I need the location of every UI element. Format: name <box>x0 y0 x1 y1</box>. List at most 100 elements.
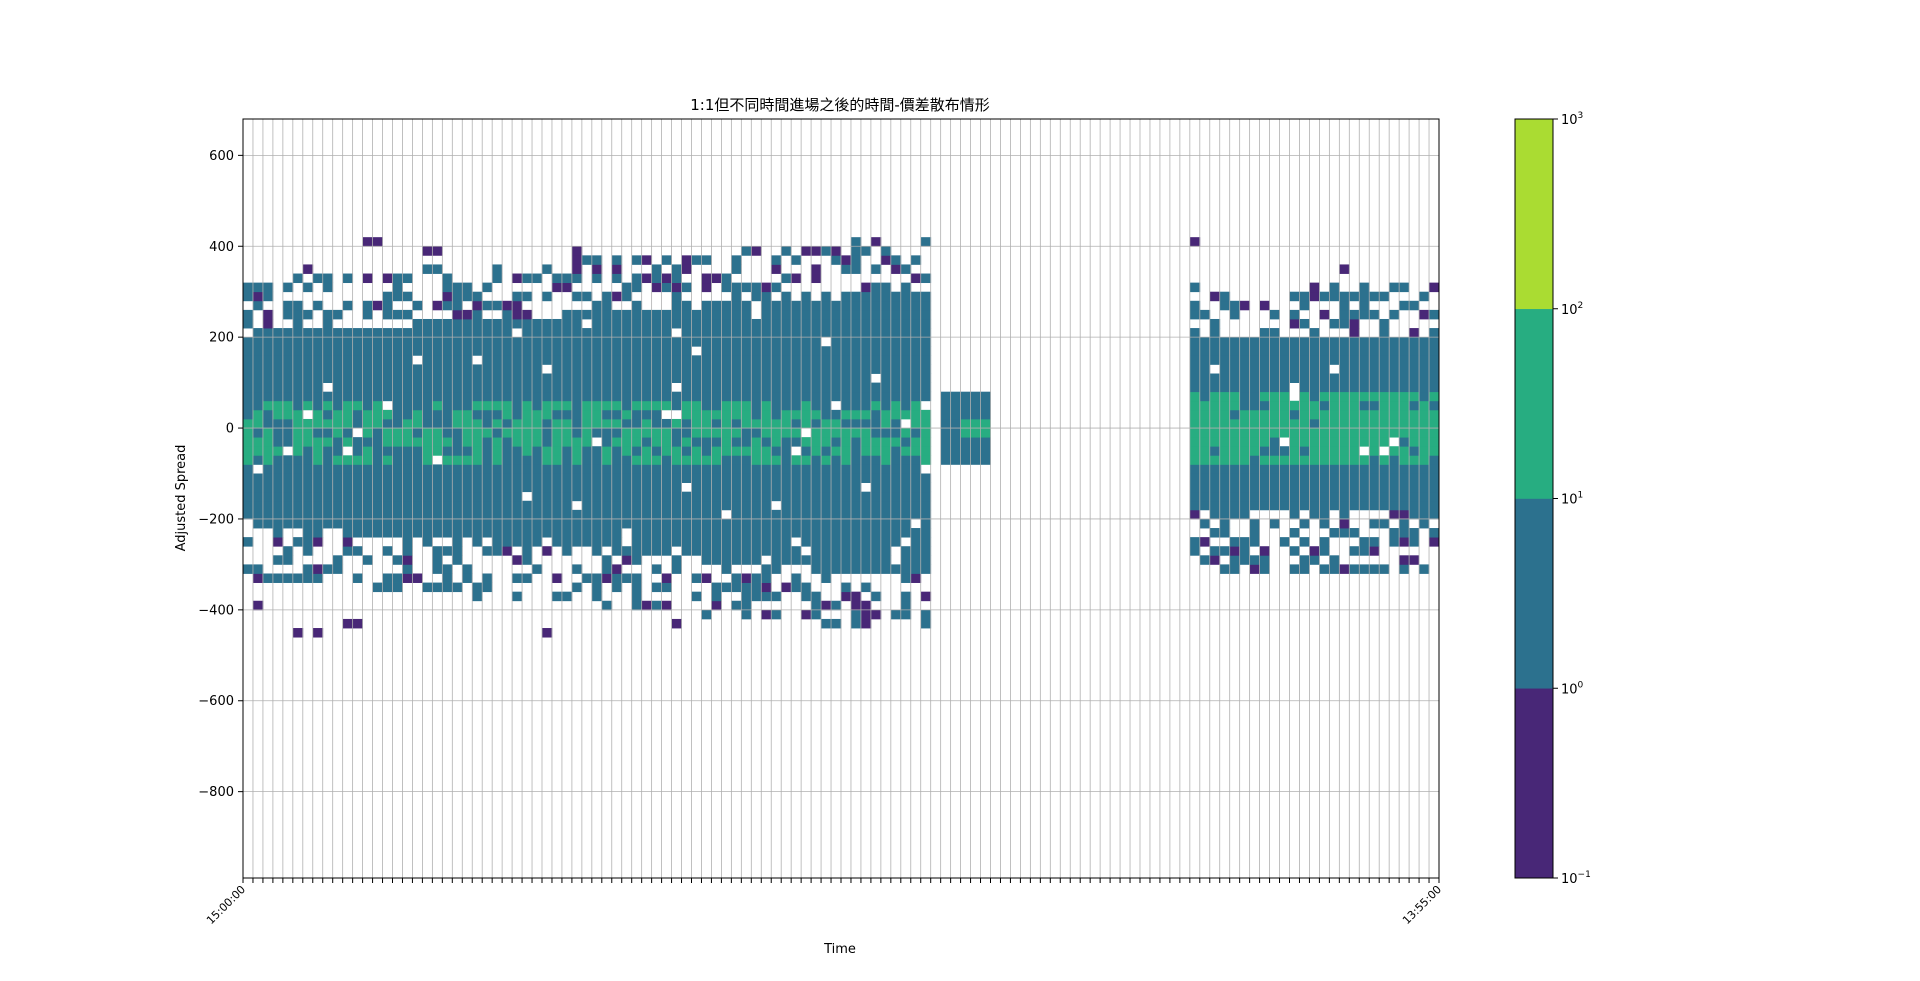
heatmap-cell <box>801 509 812 520</box>
heatmap-cell <box>522 573 533 583</box>
heatmap-cell <box>1219 564 1231 574</box>
heatmap-cell <box>1379 482 1390 493</box>
heatmap-cell <box>382 464 393 474</box>
heatmap-cell <box>880 418 892 429</box>
heatmap-cell <box>402 309 413 320</box>
heatmap-cell <box>1309 400 1320 411</box>
heatmap-cell <box>900 555 912 565</box>
heatmap-cell <box>561 437 573 447</box>
heatmap-cell <box>362 437 373 447</box>
heatmap-cell <box>1189 455 1201 465</box>
heatmap-cell <box>751 555 762 565</box>
heatmap-cell <box>422 328 433 338</box>
heatmap-cell <box>781 464 792 474</box>
heatmap-cell <box>721 537 732 547</box>
heatmap-cell <box>382 428 393 438</box>
heatmap-cell <box>292 318 304 329</box>
heatmap-cell <box>601 300 613 311</box>
heatmap-cell <box>581 473 593 483</box>
heatmap-cell <box>1319 428 1330 438</box>
heatmap-cell <box>821 555 832 565</box>
heatmap-cell <box>1409 500 1420 511</box>
heatmap-cell <box>801 500 812 511</box>
heatmap-cell <box>910 546 922 556</box>
heatmap-cell <box>422 382 433 393</box>
heatmap-cell <box>641 455 653 465</box>
heatmap-cell <box>651 446 662 456</box>
heatmap-cell <box>1409 355 1420 365</box>
heatmap-cell <box>821 618 832 629</box>
heatmap-cell <box>721 491 732 502</box>
heatmap-cell <box>252 455 264 465</box>
heatmap-cell <box>1199 437 1211 447</box>
heatmap-cell <box>392 273 403 284</box>
heatmap-cell <box>442 573 453 583</box>
heatmap-cell <box>402 491 413 502</box>
heatmap-cell <box>282 455 294 465</box>
heatmap-cell <box>462 309 473 320</box>
heatmap-cell <box>482 337 493 347</box>
heatmap-cell <box>611 409 623 420</box>
heatmap-cell <box>442 473 453 483</box>
heatmap-cell <box>1219 382 1231 393</box>
heatmap-cell <box>890 473 902 483</box>
heatmap-cell <box>621 437 633 447</box>
heatmap-cell <box>850 446 862 456</box>
heatmap-cell <box>920 446 932 456</box>
heatmap-cell <box>850 264 862 274</box>
heatmap-cell <box>591 346 603 356</box>
heatmap-cell <box>1399 500 1410 511</box>
heatmap-cell <box>831 455 842 465</box>
heatmap-cell <box>860 391 872 402</box>
heatmap-cell <box>621 355 633 365</box>
heatmap-cell <box>631 328 643 338</box>
heatmap-cell <box>811 328 822 338</box>
heatmap-cell <box>711 546 722 556</box>
heatmap-cell <box>1299 400 1310 411</box>
heatmap-cell <box>1189 491 1201 502</box>
heatmap-cell <box>781 409 792 420</box>
heatmap-cell <box>1339 364 1350 374</box>
heatmap-cell <box>1249 455 1260 465</box>
heatmap-cell <box>462 428 473 438</box>
heatmap-cell <box>542 409 553 420</box>
heatmap-cell <box>581 409 593 420</box>
heatmap-cell <box>1409 382 1420 393</box>
heatmap-cell <box>362 528 373 538</box>
heatmap-cell <box>262 573 274 583</box>
heatmap-cell <box>1199 400 1211 411</box>
heatmap-cell <box>811 564 822 574</box>
heatmap-cell <box>1319 409 1330 420</box>
heatmap-cell <box>322 437 334 447</box>
heatmap-cell <box>492 437 503 447</box>
heatmap-cell <box>332 473 344 483</box>
heatmap-cell <box>492 428 503 438</box>
heatmap-cell <box>591 473 603 483</box>
heatmap-cell <box>542 382 553 393</box>
heatmap-cell <box>382 273 393 284</box>
heatmap-cell <box>522 400 533 411</box>
heatmap-cell <box>581 255 593 265</box>
heatmap-cell <box>243 482 254 493</box>
heatmap-cell <box>940 391 952 402</box>
heatmap-cell <box>741 509 752 520</box>
heatmap-cell <box>771 373 782 383</box>
heatmap-cell <box>1219 418 1231 429</box>
heatmap-cell <box>462 518 473 529</box>
heatmap-cell <box>422 437 433 447</box>
heatmap-cell <box>382 518 393 529</box>
heatmap-cell <box>262 482 274 493</box>
heatmap-cell <box>1269 355 1280 365</box>
heatmap-cell <box>850 509 862 520</box>
heatmap-cell <box>821 382 832 393</box>
heatmap-cell <box>711 591 722 602</box>
heatmap-cell <box>591 409 603 420</box>
heatmap-cell <box>352 573 363 583</box>
heatmap-cell <box>641 337 653 347</box>
heatmap-cell <box>382 382 393 393</box>
heatmap-cell <box>1399 346 1410 356</box>
heatmap-cell <box>701 455 712 465</box>
heatmap-cell <box>402 373 413 383</box>
heatmap-cell <box>751 346 762 356</box>
heatmap-cell <box>850 555 862 565</box>
